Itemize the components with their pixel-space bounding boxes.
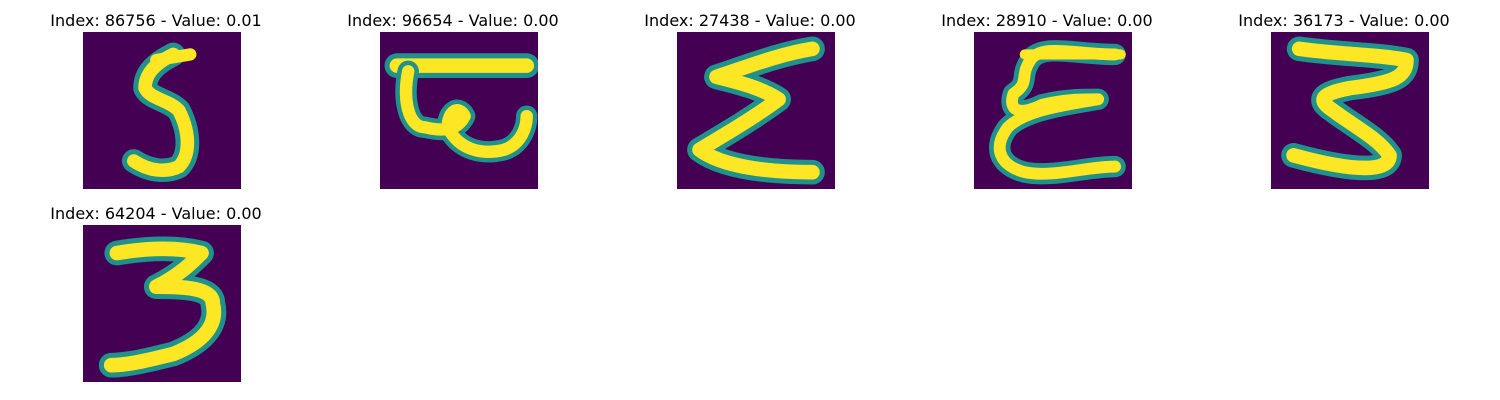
- panel-title: Index: 64204 - Value: 0.00: [50, 204, 262, 223]
- panel-title: Index: 86756 - Value: 0.01: [50, 11, 262, 30]
- panel-title: Index: 27438 - Value: 0.00: [644, 11, 856, 30]
- panel-title: Index: 96654 - Value: 0.00: [347, 11, 559, 30]
- panel-title: Index: 36173 - Value: 0.00: [1238, 11, 1450, 30]
- digit-image: [1271, 32, 1429, 189]
- digit-image: [83, 225, 241, 382]
- digit-image: [677, 32, 835, 189]
- digit-image: [974, 32, 1132, 189]
- digit-image: [83, 32, 241, 189]
- digit-image: [380, 32, 538, 189]
- panel-title: Index: 28910 - Value: 0.00: [941, 11, 1153, 30]
